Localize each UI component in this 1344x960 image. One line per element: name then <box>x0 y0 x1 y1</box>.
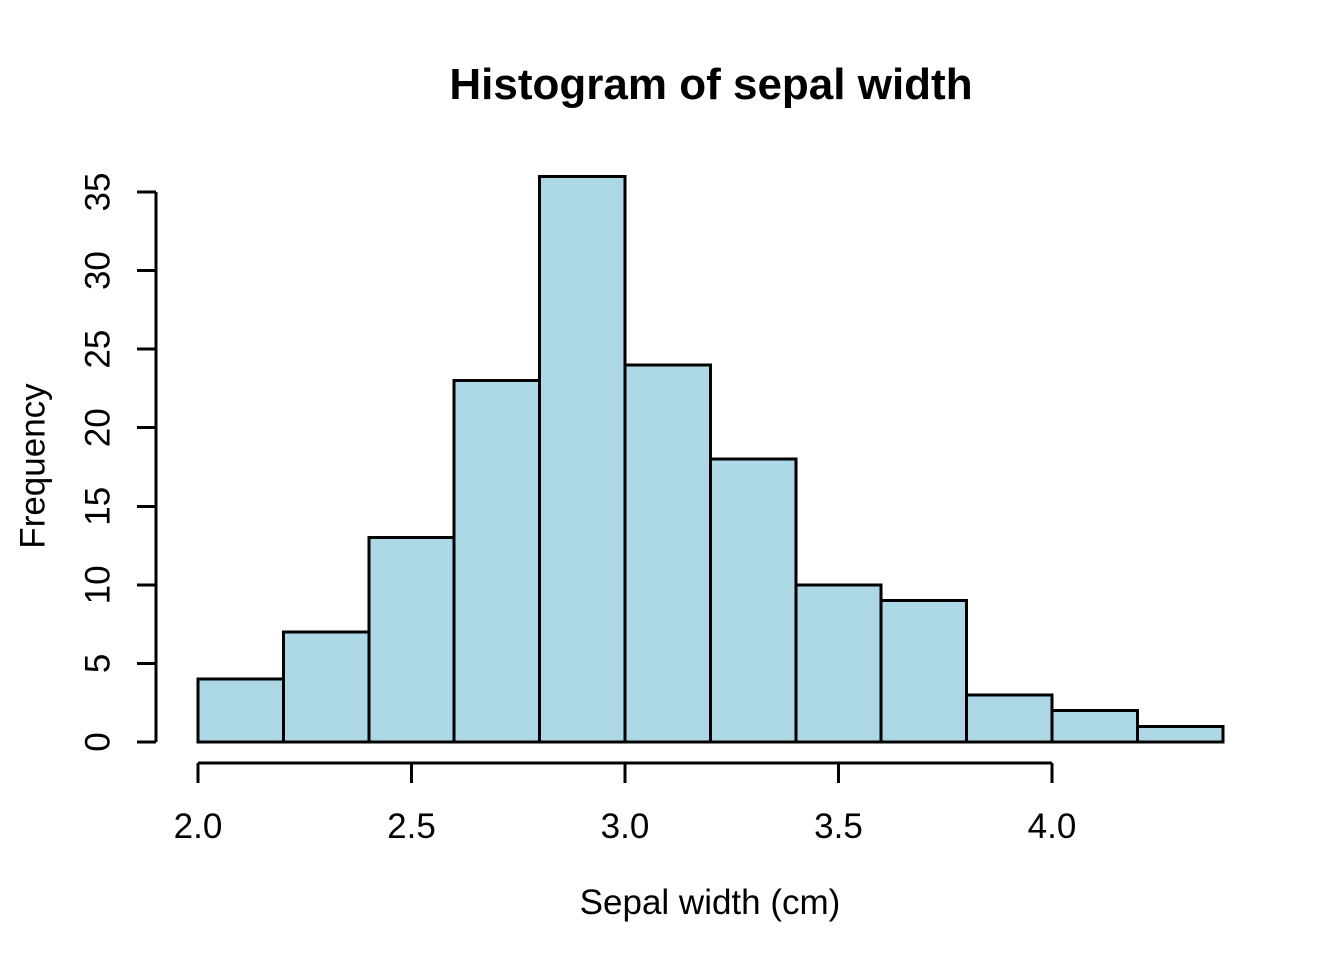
y-tick-label: 0 <box>79 732 118 751</box>
y-tick-label: 20 <box>79 408 118 447</box>
x-tick-label: 3.5 <box>814 807 863 846</box>
histogram-bar <box>708 457 798 744</box>
histogram-bar <box>623 363 712 744</box>
y-tick-label: 35 <box>79 173 118 212</box>
y-axis-title: Frequency <box>14 383 53 549</box>
x-tick-label: 3.0 <box>601 807 650 846</box>
y-tick-label: 10 <box>79 565 118 604</box>
histogram-bar <box>965 693 1054 744</box>
y-tick-label: 5 <box>79 654 118 673</box>
x-axis-title: Sepal width (cm) <box>580 883 841 922</box>
histogram-bar <box>452 379 542 744</box>
histogram-bar <box>1050 709 1139 744</box>
histogram-bar <box>1135 724 1225 744</box>
chart-title: Histogram of sepal width <box>449 60 972 109</box>
histogram-bar <box>879 599 969 744</box>
plot-layer: 0 5 10 15 20 25 30 35 2.0 2.5 3.0 3.5 4.0 <box>79 173 1225 846</box>
histogram-bar <box>196 677 285 744</box>
y-tick-label: 30 <box>79 251 118 290</box>
y-tick-label: 25 <box>79 330 118 369</box>
x-tick-label: 4.0 <box>1028 807 1077 846</box>
x-tick-label: 2.0 <box>174 807 223 846</box>
histogram-bar <box>794 583 883 744</box>
y-tick-label: 15 <box>79 487 118 526</box>
histogram-bar <box>538 174 627 744</box>
histogram-bar <box>367 536 456 744</box>
x-tick-label: 2.5 <box>387 807 436 846</box>
histogram-bar <box>281 630 371 744</box>
